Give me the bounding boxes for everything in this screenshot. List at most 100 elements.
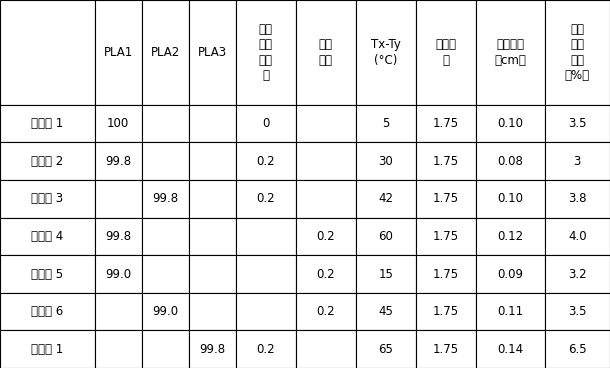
Bar	[296, 330, 356, 368]
Bar	[356, 255, 416, 293]
Bar	[188, 0, 236, 105]
Bar	[416, 105, 476, 142]
Bar	[296, 293, 356, 330]
Text: 3.8: 3.8	[568, 192, 587, 205]
Text: 实施例 3: 实施例 3	[31, 192, 63, 205]
Text: 0.2: 0.2	[256, 155, 275, 168]
Text: 硬醉
母粒: 硬醉 母粒	[319, 38, 333, 67]
Bar	[236, 0, 296, 105]
Text: 0.2: 0.2	[317, 305, 336, 318]
Bar	[188, 217, 236, 255]
Bar	[236, 255, 296, 293]
Text: 线径
相对
偏差
（%）: 线径 相对 偏差 （%）	[565, 23, 590, 82]
Bar	[416, 330, 476, 368]
Text: 1.75: 1.75	[433, 192, 459, 205]
Text: 乙榈
双硬
脂酬
胺: 乙榈 双硬 脂酬 胺	[259, 23, 273, 82]
Text: 1.75: 1.75	[433, 155, 459, 168]
Bar	[142, 142, 188, 180]
Text: 实施例 5: 实施例 5	[31, 268, 63, 280]
Text: 0.2: 0.2	[317, 268, 336, 280]
Bar	[416, 180, 476, 217]
Text: 0.10: 0.10	[497, 117, 523, 130]
Bar	[545, 217, 610, 255]
Text: 0.08: 0.08	[498, 155, 523, 168]
Text: 对比例 1: 对比例 1	[31, 343, 63, 356]
Bar	[545, 180, 610, 217]
Bar	[142, 293, 188, 330]
Bar	[142, 330, 188, 368]
Bar	[142, 105, 188, 142]
Text: Tx-Ty
(°C): Tx-Ty (°C)	[371, 38, 401, 67]
Text: 30: 30	[379, 155, 393, 168]
Bar	[95, 142, 142, 180]
Text: 15: 15	[379, 268, 393, 280]
Bar	[188, 293, 236, 330]
Bar	[356, 105, 416, 142]
Text: 100: 100	[107, 117, 129, 130]
Bar	[545, 0, 610, 105]
Bar	[188, 105, 236, 142]
Bar	[188, 180, 236, 217]
Text: 99.8: 99.8	[105, 155, 131, 168]
Text: 45: 45	[379, 305, 393, 318]
Bar	[545, 255, 610, 293]
Text: 3.2: 3.2	[568, 268, 587, 280]
Bar	[142, 180, 188, 217]
Text: 3: 3	[573, 155, 581, 168]
Bar	[296, 105, 356, 142]
Bar	[236, 105, 296, 142]
Text: 99.8: 99.8	[199, 343, 225, 356]
Text: 60: 60	[379, 230, 393, 243]
Bar	[476, 0, 545, 105]
Bar	[95, 180, 142, 217]
Bar	[545, 105, 610, 142]
Text: 5: 5	[382, 117, 390, 130]
Bar	[142, 217, 188, 255]
Bar	[356, 217, 416, 255]
Bar	[296, 255, 356, 293]
Text: 1.75: 1.75	[433, 268, 459, 280]
Text: 0.10: 0.10	[497, 192, 523, 205]
Bar	[236, 217, 296, 255]
Bar	[236, 180, 296, 217]
Bar	[95, 293, 142, 330]
Text: 1.75: 1.75	[433, 343, 459, 356]
Text: 0.2: 0.2	[317, 230, 336, 243]
Text: 0.14: 0.14	[497, 343, 523, 356]
Bar	[416, 255, 476, 293]
Bar	[0, 105, 95, 142]
Text: 实施例 2: 实施例 2	[31, 155, 63, 168]
Bar	[476, 105, 545, 142]
Bar	[236, 142, 296, 180]
Text: 实施例 1: 实施例 1	[31, 117, 63, 130]
Bar	[476, 217, 545, 255]
Bar	[416, 293, 476, 330]
Text: 1.75: 1.75	[433, 305, 459, 318]
Text: 线材线
径: 线材线 径	[436, 38, 456, 67]
Text: 6.5: 6.5	[568, 343, 587, 356]
Bar	[296, 217, 356, 255]
Text: 3.5: 3.5	[568, 117, 587, 130]
Text: PLA3: PLA3	[198, 46, 227, 59]
Text: 42: 42	[378, 192, 393, 205]
Bar	[236, 293, 296, 330]
Bar	[188, 330, 236, 368]
Bar	[0, 0, 95, 105]
Text: 3.5: 3.5	[568, 305, 587, 318]
Bar	[356, 180, 416, 217]
Text: 1.75: 1.75	[433, 230, 459, 243]
Text: 65: 65	[379, 343, 393, 356]
Bar	[476, 330, 545, 368]
Bar	[356, 0, 416, 105]
Bar	[0, 217, 95, 255]
Text: 0.12: 0.12	[497, 230, 523, 243]
Text: 0.11: 0.11	[497, 305, 523, 318]
Bar	[356, 330, 416, 368]
Bar	[356, 293, 416, 330]
Text: 0.09: 0.09	[497, 268, 523, 280]
Bar	[95, 0, 142, 105]
Text: 0: 0	[262, 117, 270, 130]
Bar	[95, 105, 142, 142]
Bar	[142, 255, 188, 293]
Text: 99.8: 99.8	[105, 230, 131, 243]
